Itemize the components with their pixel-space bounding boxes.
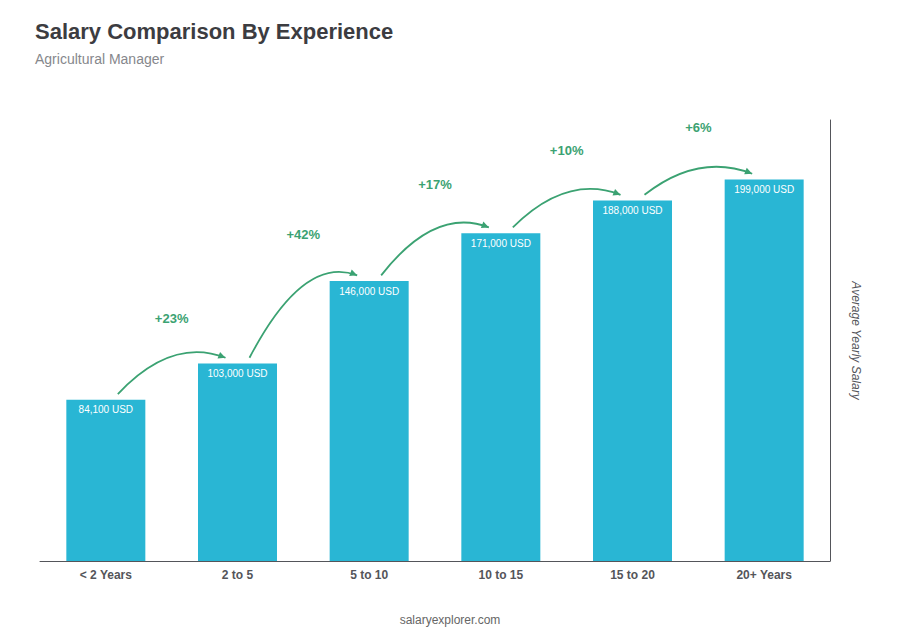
- svg-text:5 to 10: 5 to 10: [350, 568, 388, 582]
- svg-text:188,000 USD: 188,000 USD: [602, 205, 662, 216]
- svg-text:103,000 USD: 103,000 USD: [207, 368, 267, 379]
- svg-text:+42%: +42%: [287, 227, 321, 242]
- svg-text:Salary Comparison By Experienc: Salary Comparison By Experience: [35, 19, 393, 44]
- svg-text:2 to 5: 2 to 5: [222, 568, 254, 582]
- svg-text:15 to 20: 15 to 20: [610, 568, 655, 582]
- svg-text:84,100 USD: 84,100 USD: [79, 404, 133, 415]
- svg-text:< 2 Years: < 2 Years: [80, 568, 132, 582]
- svg-text:Average Yearly Salary: Average Yearly Salary: [849, 280, 863, 400]
- svg-text:+6%: +6%: [685, 120, 712, 135]
- svg-text:+23%: +23%: [155, 311, 189, 326]
- svg-text:+10%: +10%: [550, 143, 584, 158]
- svg-text:10 to 15: 10 to 15: [478, 568, 523, 582]
- svg-text:146,000 USD: 146,000 USD: [339, 286, 399, 297]
- svg-text:199,000 USD: 199,000 USD: [734, 184, 794, 195]
- svg-text:20+ Years: 20+ Years: [736, 568, 792, 582]
- svg-text:salaryexplorer.com: salaryexplorer.com: [400, 613, 501, 627]
- svg-text:171,000 USD: 171,000 USD: [471, 238, 531, 249]
- svg-text:Agricultural Manager: Agricultural Manager: [35, 51, 165, 67]
- svg-text:+17%: +17%: [418, 177, 452, 192]
